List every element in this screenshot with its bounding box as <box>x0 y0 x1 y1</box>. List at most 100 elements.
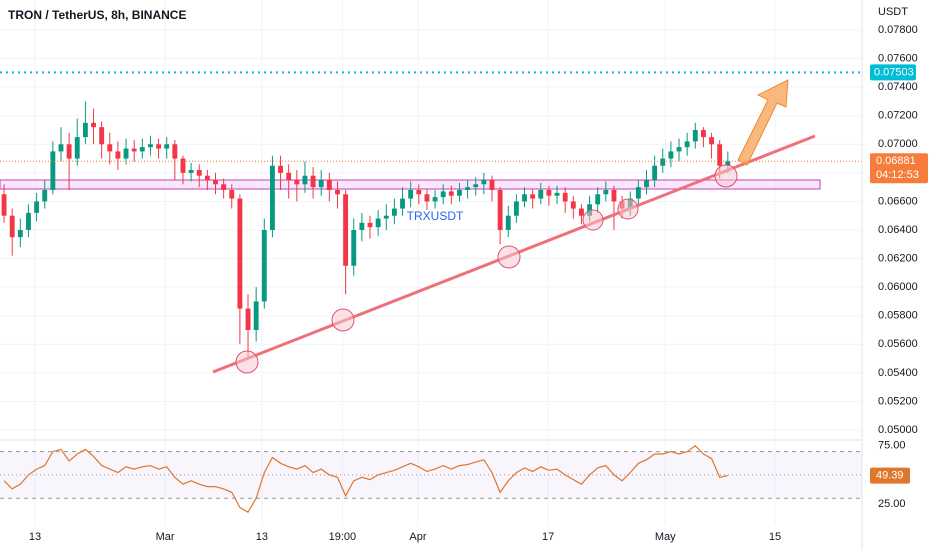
candle-body <box>579 208 584 216</box>
candle-body <box>196 170 202 176</box>
candle-body <box>709 137 714 145</box>
candle-body <box>717 144 723 166</box>
candle-body <box>692 130 698 142</box>
chart-title: TRON / TetherUS, 8h, BINANCE <box>8 8 186 22</box>
y-tick-label: 0.06600 <box>878 195 918 207</box>
candle-body <box>335 190 340 195</box>
candle-body <box>611 190 617 202</box>
candle-body <box>473 184 479 188</box>
candle-body <box>489 180 495 190</box>
candle-body <box>513 201 519 216</box>
candle-body <box>58 144 64 152</box>
touch-point <box>497 245 521 269</box>
candle-body <box>635 187 641 199</box>
candle-body <box>570 201 576 209</box>
candle-body <box>400 198 405 209</box>
rsi-tick-label: 25.00 <box>878 498 906 510</box>
candle-body <box>391 208 397 216</box>
candle-body <box>595 194 601 205</box>
candle-body <box>310 175 316 188</box>
y-tick-label: 0.05000 <box>878 424 918 436</box>
candle-body <box>74 137 80 159</box>
price-tag <box>870 64 916 81</box>
candle-body <box>457 190 462 196</box>
candle-body <box>66 144 72 159</box>
candle-body <box>554 192 560 196</box>
y-axis-label: USDT <box>878 6 908 18</box>
candle-body <box>440 191 446 198</box>
candle-body <box>148 144 153 148</box>
candle-body <box>505 215 511 230</box>
candle-body <box>700 130 706 138</box>
candle-body <box>1 194 7 216</box>
y-tick-label: 0.05200 <box>878 395 918 407</box>
candle-body <box>91 122 96 128</box>
touch-points <box>235 164 738 374</box>
candle-body <box>359 222 365 230</box>
candle-body <box>139 147 145 152</box>
candle-body <box>343 194 349 266</box>
candle-body <box>375 218 381 228</box>
y-tick-label: 0.05800 <box>878 310 918 322</box>
candle-body <box>562 192 568 202</box>
candle-body <box>42 190 48 202</box>
touch-point <box>582 209 604 231</box>
y-tick-label: 0.07400 <box>878 81 918 93</box>
projection-arrow <box>737 79 789 166</box>
y-tick-label: 0.07600 <box>878 52 918 64</box>
candle-body <box>530 194 536 199</box>
y-tick-label: 0.06000 <box>878 281 918 293</box>
candle-body <box>188 170 194 173</box>
last-price-label: 0.06881 <box>876 155 916 167</box>
candle-body <box>603 190 609 195</box>
candle-body <box>107 144 113 152</box>
candle-body <box>668 151 674 159</box>
candle-body <box>269 165 275 230</box>
candle-body <box>82 122 88 138</box>
candle-body <box>538 190 544 199</box>
candle-body <box>237 198 243 309</box>
candle-body <box>725 161 731 166</box>
candle-body <box>204 175 210 180</box>
touch-point <box>235 350 259 374</box>
plot <box>0 71 862 514</box>
x-tick-label: 15 <box>769 531 781 543</box>
candle-body <box>34 201 40 213</box>
candle-body <box>546 190 552 196</box>
candle-body <box>432 197 438 202</box>
candle-body <box>351 230 357 266</box>
resistance-zone <box>0 179 821 190</box>
y-tick-label: 0.07800 <box>878 24 918 36</box>
candle-body <box>115 151 121 159</box>
candle-body <box>286 172 292 180</box>
price-tag-label: 0.07503 <box>874 66 914 78</box>
y-tick-label: 0.07200 <box>878 110 918 122</box>
candle-body <box>424 194 430 202</box>
candle-body <box>660 158 666 166</box>
candle-body <box>416 190 422 195</box>
last-price-tag <box>870 153 928 184</box>
touch-point <box>714 164 738 188</box>
x-tick-label: 19:00 <box>329 531 357 543</box>
candle-body <box>294 180 300 185</box>
candle-body <box>26 212 31 230</box>
candle-body <box>278 165 283 173</box>
watermark: TRXUSDT <box>407 209 464 223</box>
candle-body <box>17 230 23 238</box>
candle-body <box>383 215 389 219</box>
rsi-line <box>3 445 728 514</box>
y-tick-label: 0.07000 <box>878 138 918 150</box>
x-tick-label: May <box>655 531 676 543</box>
candle-body <box>156 144 162 149</box>
rsi-tag <box>870 467 910 484</box>
candle-body <box>684 141 690 148</box>
candle-body <box>164 144 170 149</box>
candle-body <box>172 144 178 159</box>
candle-body <box>229 190 235 199</box>
candle-body <box>326 180 332 190</box>
y-tick-label: 0.06400 <box>878 224 918 236</box>
y-tick-label: 0.06200 <box>878 252 918 264</box>
candle-body <box>131 148 137 152</box>
y-tick-label: 0.05600 <box>878 338 918 350</box>
